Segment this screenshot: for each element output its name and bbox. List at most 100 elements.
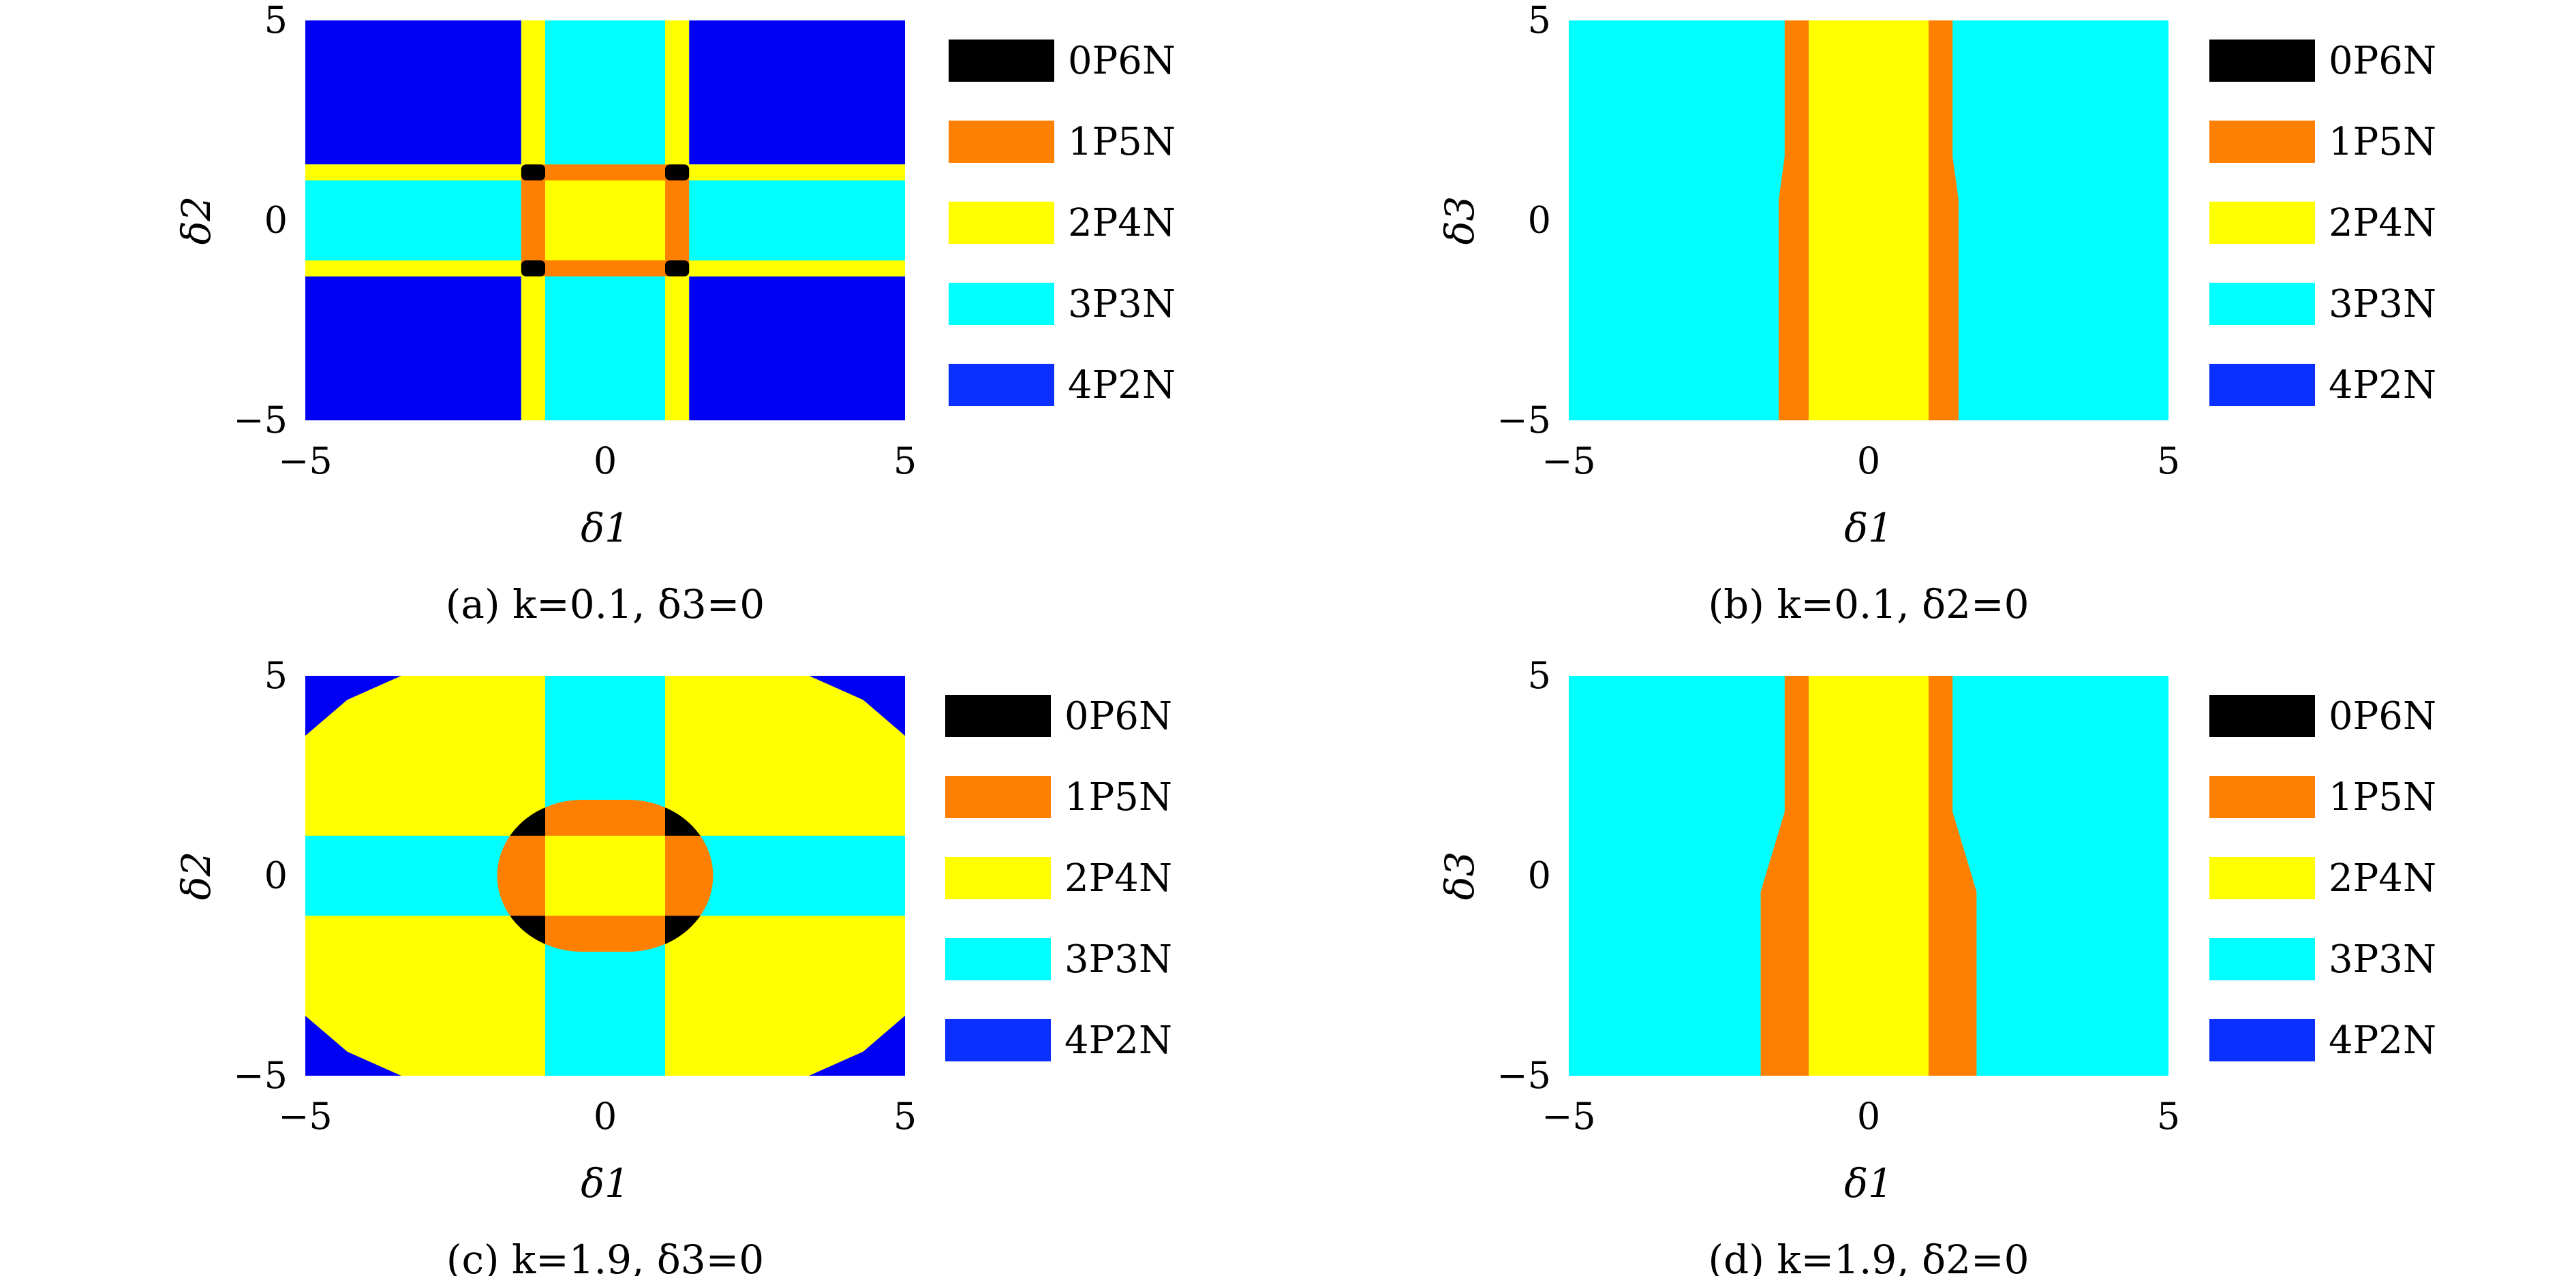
x-axis-label: δ1 (1844, 1160, 1893, 1207)
y-tick-label: 5 (1528, 0, 1551, 42)
y-tick-label: 0 (1528, 199, 1551, 242)
region-3P3N (305, 180, 521, 261)
y-axis-label: δ2 (173, 196, 219, 245)
panel-caption: (d) k=1.9, δ2=0 (1708, 1236, 2029, 1276)
y-tick-label: −5 (233, 1054, 288, 1097)
x-tick-label: −5 (278, 439, 333, 482)
x-axis-label: δ1 (581, 505, 630, 551)
y-tick-label: −5 (233, 399, 288, 441)
region-2P4N-center (545, 180, 665, 261)
x-tick-label: 0 (594, 439, 617, 482)
legend-swatch (2209, 776, 2315, 818)
x-tick-label: 5 (2157, 439, 2180, 482)
y-tick-label: 0 (264, 199, 288, 242)
legend-label: 3P3N (2329, 937, 2436, 982)
legend-swatch (945, 857, 1051, 899)
legend-swatch (949, 40, 1054, 82)
legend-swatch (2209, 202, 2315, 244)
legend: 0P6N 1P5N 2P4N 3P3N 4P2N (2209, 694, 2436, 1063)
legend-swatch (945, 1019, 1051, 1061)
legend-label: 0P6N (2329, 39, 2436, 83)
y-tick-label: 0 (1528, 854, 1551, 897)
region-2P4N (1809, 20, 1929, 420)
legend-label: 4P2N (2329, 363, 2436, 407)
legend-label: 3P3N (2329, 282, 2436, 326)
region-3P3N (545, 20, 665, 165)
region-4P2N (809, 676, 905, 736)
y-axis-label: δ3 (1437, 196, 1483, 245)
legend-swatch (949, 121, 1054, 163)
x-tick-label: −5 (278, 1095, 333, 1138)
x-axis-label: δ1 (581, 1160, 630, 1207)
legend-label: 3P3N (1068, 282, 1176, 326)
region-0P6N (665, 164, 690, 181)
legend-label: 3P3N (1064, 937, 1172, 982)
legend-swatch (945, 938, 1051, 980)
y-tick-label: 5 (264, 654, 288, 697)
legend-label: 0P6N (1064, 694, 1172, 738)
legend-swatch (949, 364, 1054, 406)
legend: 0P6N 1P5N 2P4N 3P3N 4P2N (949, 39, 1176, 407)
y-tick-label: −5 (1497, 1054, 1551, 1097)
legend-swatch (2209, 283, 2315, 325)
panel-b: −5 0 5 −5 0 5 δ1 δ3 (b) k=0.1, δ2=0 0P6N 1P5N 2P4N 3… (1437, 0, 2436, 627)
y-tick-label: 0 (264, 854, 288, 897)
x-tick-label: 0 (1857, 439, 1880, 482)
y-tick-label: 5 (1528, 654, 1551, 697)
legend-label: 4P2N (1064, 1018, 1172, 1063)
y-tick-label: −5 (1497, 399, 1551, 441)
legend-label: 1P5N (1068, 120, 1176, 164)
legend: 0P6N 1P5N 2P4N 3P3N 4P2N (945, 694, 1172, 1063)
legend-swatch (945, 695, 1051, 737)
legend-label: 0P6N (1068, 39, 1176, 83)
panel-a: −5 0 5 −5 0 5 δ1 δ2 (a) k=0.1, δ3=0 0P6N 1P5N 2P4N 3… (173, 0, 1176, 627)
legend-label: 2P4N (2329, 856, 2436, 901)
legend-swatch (2209, 857, 2315, 899)
region-4P2N (809, 1015, 905, 1076)
legend-label: 1P5N (2329, 120, 2436, 164)
legend-swatch (2209, 121, 2315, 163)
y-axis-label: δ2 (173, 852, 219, 901)
x-tick-label: −5 (1542, 439, 1596, 482)
legend-label: 4P2N (2329, 1018, 2436, 1063)
x-tick-label: 5 (893, 1095, 917, 1138)
region-4P2N (305, 276, 521, 420)
legend-swatch (2209, 1019, 2315, 1061)
y-axis-label: δ3 (1437, 852, 1483, 901)
x-tick-label: 5 (2157, 1095, 2180, 1138)
legend-swatch (949, 283, 1054, 325)
region-4P2N (689, 20, 905, 165)
legend-swatch (2209, 938, 2315, 980)
legend-label: 1P5N (1064, 775, 1172, 820)
legend-swatch (945, 776, 1051, 818)
panel-caption: (c) k=1.9, δ3=0 (446, 1236, 764, 1276)
region-0P6N (665, 260, 690, 277)
legend-label: 2P4N (1068, 201, 1176, 245)
legend-swatch (949, 202, 1054, 244)
legend-swatch (2209, 695, 2315, 737)
legend-label: 0P6N (2329, 694, 2436, 738)
region-3P3N (689, 180, 905, 261)
y-tick-label: 5 (264, 0, 288, 42)
region-4P2N (305, 20, 521, 165)
region-4P2N (689, 276, 905, 420)
legend-swatch (2209, 364, 2315, 406)
panel-caption: (b) k=0.1, δ2=0 (1708, 581, 2029, 627)
panel-c: −5 0 5 −5 0 5 δ1 δ2 (c) k=1.9, δ3=0 0P6N 1P5N 2P4N 3… (173, 654, 1172, 1276)
legend-label: 2P4N (2329, 201, 2436, 245)
x-tick-label: 5 (893, 439, 917, 482)
region-0P6N (521, 260, 545, 277)
region-2P4N-center (545, 835, 665, 916)
x-tick-label: 0 (1857, 1095, 1880, 1138)
x-tick-label: −5 (1542, 1095, 1596, 1138)
panel-d: −5 0 5 −5 0 5 δ1 δ3 (d) k=1.9, δ2=0 0P6N 1P5N 2P4N 3… (1437, 654, 2436, 1276)
legend-label: 4P2N (1068, 363, 1176, 407)
region-3P3N (545, 276, 665, 420)
legend-label: 1P5N (2329, 775, 2436, 820)
region-0P6N (521, 164, 545, 181)
region-4P2N (305, 676, 401, 736)
x-axis-label: δ1 (1844, 505, 1893, 551)
x-tick-label: 0 (594, 1095, 617, 1138)
panel-caption: (a) k=0.1, δ3=0 (446, 581, 765, 627)
